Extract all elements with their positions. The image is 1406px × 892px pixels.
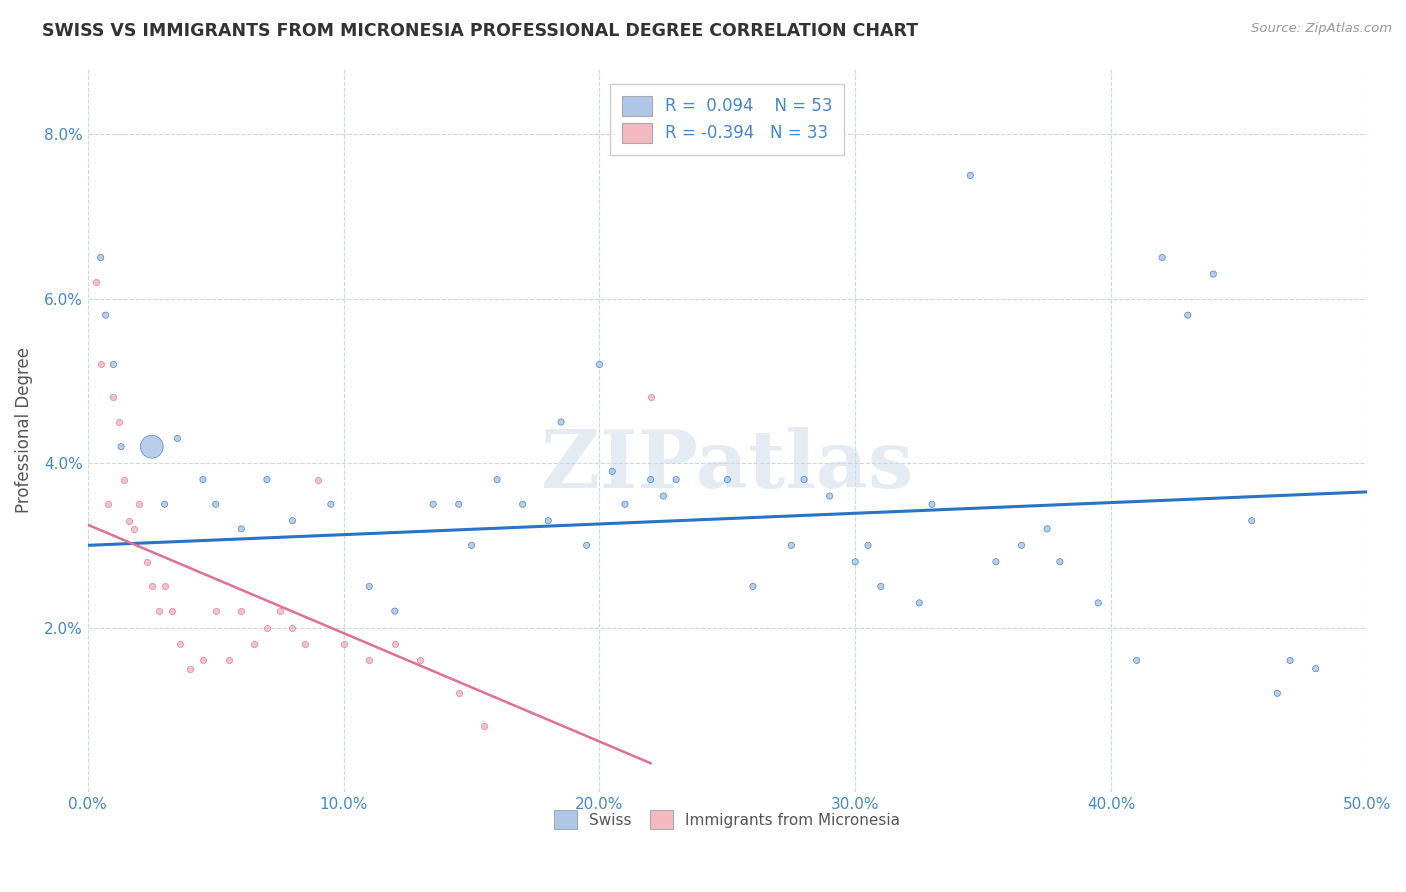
Point — [107, 415, 129, 429]
Point — [191, 473, 214, 487]
Point — [1011, 538, 1033, 552]
Point — [614, 497, 637, 511]
Point — [135, 555, 157, 569]
Point — [256, 473, 278, 487]
Point — [1049, 555, 1071, 569]
Point — [231, 522, 253, 536]
Y-axis label: Professional Degree: Professional Degree — [15, 347, 32, 513]
Point — [550, 415, 572, 429]
Point — [844, 555, 866, 569]
Point — [294, 637, 316, 651]
Point — [122, 522, 145, 536]
Point — [319, 497, 342, 511]
Point — [1087, 596, 1109, 610]
Point — [256, 621, 278, 635]
Point — [741, 579, 763, 593]
Point — [588, 358, 610, 372]
Point — [486, 473, 509, 487]
Point — [652, 489, 675, 503]
Point — [1202, 267, 1225, 281]
Point — [110, 440, 132, 454]
Point — [97, 497, 120, 511]
Point — [281, 514, 304, 528]
Point — [90, 251, 112, 265]
Point — [141, 579, 163, 593]
Point — [118, 514, 141, 528]
Point — [921, 497, 943, 511]
Point — [332, 637, 354, 651]
Point — [359, 579, 381, 593]
Point — [218, 653, 240, 667]
Point — [204, 497, 226, 511]
Point — [204, 604, 226, 618]
Point — [1177, 308, 1199, 322]
Point — [856, 538, 879, 552]
Point — [447, 497, 470, 511]
Text: SWISS VS IMMIGRANTS FROM MICRONESIA PROFESSIONAL DEGREE CORRELATION CHART: SWISS VS IMMIGRANTS FROM MICRONESIA PROF… — [42, 22, 918, 40]
Point — [460, 538, 482, 552]
Point — [103, 358, 125, 372]
Text: Source: ZipAtlas.com: Source: ZipAtlas.com — [1251, 22, 1392, 36]
Point — [1265, 686, 1288, 700]
Point — [447, 686, 470, 700]
Point — [94, 308, 117, 322]
Point — [384, 637, 406, 651]
Point — [640, 473, 662, 487]
Point — [1279, 653, 1302, 667]
Point — [281, 621, 304, 635]
Point — [359, 653, 381, 667]
Point — [112, 473, 135, 487]
Point — [166, 432, 188, 446]
Point — [665, 473, 688, 487]
Point — [141, 440, 163, 454]
Point — [537, 514, 560, 528]
Point — [269, 604, 291, 618]
Point — [959, 169, 981, 183]
Legend: Swiss, Immigrants from Micronesia: Swiss, Immigrants from Micronesia — [548, 804, 907, 835]
Point — [984, 555, 1007, 569]
Point — [384, 604, 406, 618]
Point — [422, 497, 444, 511]
Point — [818, 489, 841, 503]
Point — [1240, 514, 1263, 528]
Point — [793, 473, 815, 487]
Point — [1305, 662, 1327, 676]
Point — [191, 653, 214, 667]
Point — [84, 275, 107, 289]
Point — [128, 497, 150, 511]
Point — [600, 464, 623, 478]
Point — [1125, 653, 1147, 667]
Point — [869, 579, 891, 593]
Point — [640, 390, 662, 404]
Point — [512, 497, 534, 511]
Point — [243, 637, 266, 651]
Point — [153, 497, 176, 511]
Point — [575, 538, 598, 552]
Point — [103, 390, 125, 404]
Point — [169, 637, 191, 651]
Point — [153, 579, 176, 593]
Point — [231, 604, 253, 618]
Point — [716, 473, 738, 487]
Point — [162, 604, 184, 618]
Point — [472, 719, 495, 733]
Point — [1152, 251, 1174, 265]
Point — [90, 358, 112, 372]
Point — [1036, 522, 1059, 536]
Point — [179, 662, 201, 676]
Point — [307, 473, 329, 487]
Point — [908, 596, 931, 610]
Point — [148, 604, 170, 618]
Point — [409, 653, 432, 667]
Text: ZIPatlas: ZIPatlas — [541, 427, 914, 506]
Point — [780, 538, 803, 552]
